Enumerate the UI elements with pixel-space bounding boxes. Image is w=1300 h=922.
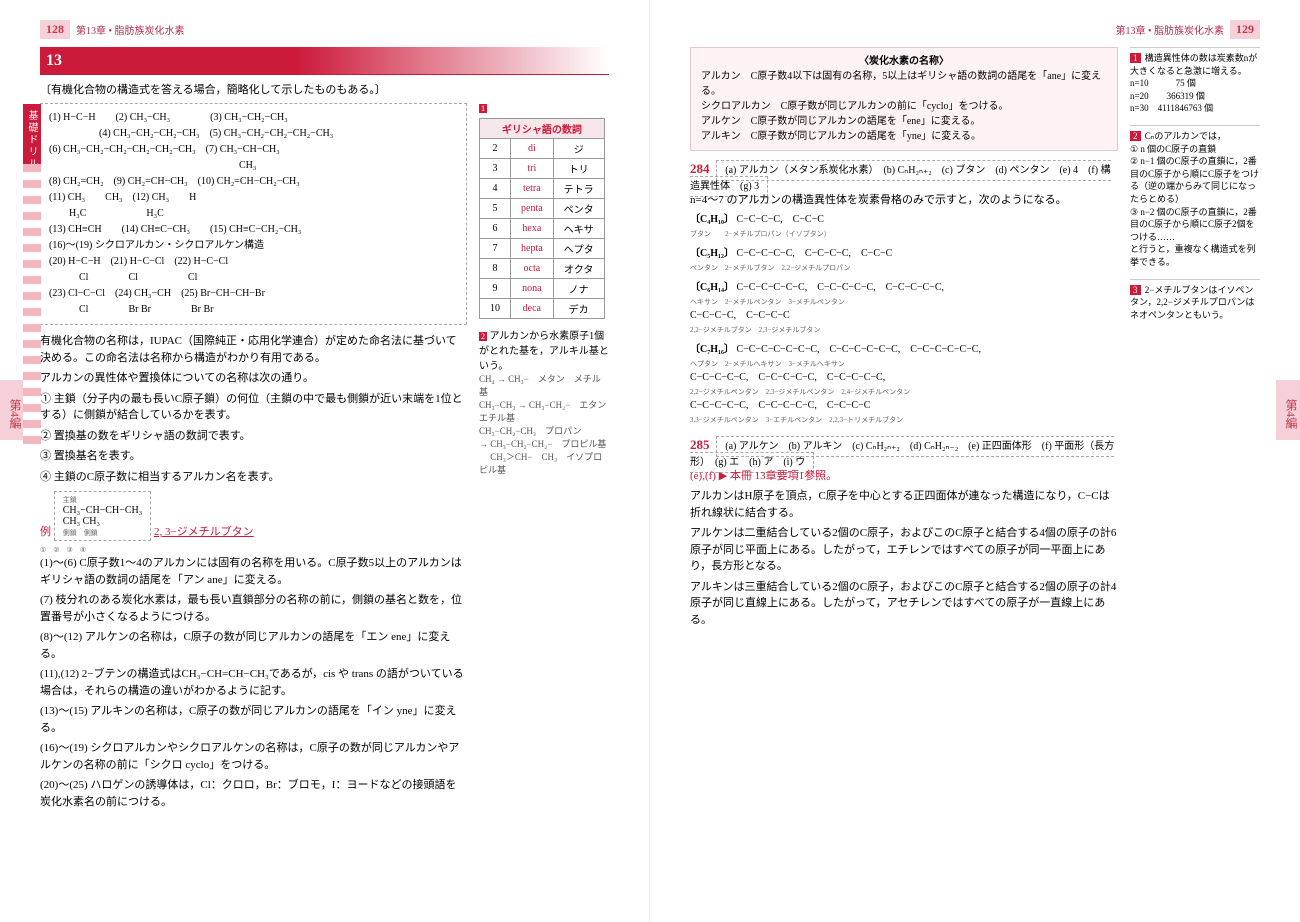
volume-tab-right: 第4編 — [1276, 380, 1300, 440]
isomer-list: 〔C₄H₁₀〕 C−C−C−C, C−C−Cブタン 2−メチルプロパン（イソブタ… — [690, 213, 1118, 427]
drill-line: (20) H−C−H (21) H−C−Cl (22) H−C−Cl — [49, 254, 458, 270]
drill-line: (13) CH≡CH (14) CH≡C−CH₃ (15) CH≡C−CH₂−C… — [49, 222, 458, 238]
page-header-right: 第13章 • 脂肪族炭化水素 129 — [690, 20, 1260, 39]
question-285: 285 (a) アルケン (b) アルキン (c) CₙH₂ₙ₊₂ (d) Cₙ… — [690, 437, 1118, 468]
page-129: 第4編 第13章 • 脂肪族炭化水素 129 〈炭化水素の名称〉 アルカン C原… — [650, 0, 1300, 922]
drill-line: Cl Br Br Br Br — [49, 302, 458, 318]
body-paragraph: ② 置換基の数をギリシャ語の数詞で表す。 — [40, 428, 467, 445]
body-paragraph: ④ 主鎖のC原子数に相当するアルカン名を表す。 — [40, 469, 467, 486]
chapter-label: 第13章 • 脂肪族炭化水素 — [76, 22, 185, 37]
drill-line: (23) Cl−C−Cl (24) CH₃−CH (25) Br−CH−CH−B… — [49, 286, 458, 302]
margin-note-1: 1 構造異性体の数は炭素数nが大きくなると急激に増える。 n=10 75 個 n… — [1130, 47, 1260, 115]
drill-line: (8) CH₂=CH₂ (9) CH₂=CH−CH₃ (10) CH₂=CH−C… — [49, 174, 458, 190]
example-row: 例 主鎖 CH₃−CH−CH−CH₃ CH₃ CH₃ 側鎖 側鎖 2, 3−ジメ… — [40, 489, 467, 555]
naming-line: シクロアルカン C原子数が同じアルカンの前に「cyclo」をつける。 — [701, 99, 1107, 114]
q-number: 284 — [690, 161, 710, 176]
greek-numerals-table: ギリシャ語の数詞 2diジ 3triトリ 4tetraテトラ 5pentaペンタ… — [479, 118, 605, 319]
radical-line: → CH₃−CH₂−CH₂− プロピル基 — [479, 437, 609, 450]
rule-text: (13)〜(15) アルキンの名称は，C原子の数が同じアルカンの語尾を「イン y… — [40, 703, 467, 736]
page-header-left: 128 第13章 • 脂肪族炭化水素 — [40, 20, 609, 39]
body-paragraph: ① 主鎖（分子内の最も長いC原子鎖）の何位（主鎖の中で最も側鎖が近い末端を1位と… — [40, 391, 467, 424]
drill-line: (16)〜(19) シクロアルカン・シクロアルケン構造 — [49, 238, 458, 254]
naming-line: アルキン C原子数が同じアルカンの語尾を「yne」に変える。 — [701, 129, 1107, 144]
greek-header: ギリシャ語の数詞 — [480, 119, 605, 139]
margin-note-3: 3 2−メチルブタンはイソペンタン，2,2−ジメチルプロパンはネオペンタンともい… — [1130, 279, 1260, 322]
naming-line: アルケン C原子数が同じアルカンの語尾を「ene」に変える。 — [701, 114, 1107, 129]
chapter-label: 第13章 • 脂肪族炭化水素 — [1115, 22, 1224, 37]
radical-line: CH₄ → CH₃− メタン メチル基 — [479, 372, 609, 398]
drill-line: (11) CH₃ CH₃ (12) CH₃ H — [49, 190, 458, 206]
drill-line: (6) CH₃−CH₂−CH₂−CH₂−CH₂−CH₃ (7) CH₃−CH−C… — [49, 142, 458, 158]
rule-text: (11),(12) 2−ブテンの構造式はCH₃−CH=CH−CH₃であるが，ci… — [40, 666, 467, 699]
q284-lead: n=4〜7 のアルカンの構造異性体を炭素骨格のみで示すと，次のようになる。 — [690, 192, 1118, 209]
drill-line: (1) H−C−H (2) CH₃−CH₃ (3) CH₃−CH₂−CH₃ — [49, 110, 458, 126]
radical-line: CH₃−CH₃ → CH₃−CH₂− エタン エチル基 — [479, 398, 609, 424]
drill-line: Cl Cl Cl — [49, 270, 458, 286]
rule-text: (7) 枝分れのある炭化水素は，最も長い直鎖部分の名称の前に，側鎖の基名と数を，… — [40, 592, 467, 625]
radical-line: CH₃＞CH− CH₃ イソプロピル基 — [479, 450, 609, 476]
page-number: 129 — [1230, 20, 1260, 39]
margin-note-1-num: 1 — [479, 104, 487, 113]
drill-box: 基礎ドリル (1) H−C−H (2) CH₃−CH₃ (3) CH₃−CH₂−… — [40, 103, 467, 325]
margin-note-2-text: アルカンから水素原子1個がとれた基を，アルキル基という。 — [479, 331, 609, 372]
question-284: 284 (a) アルカン（メタン系炭化水素） (b) CₙH₂ₙ₊₂ (c) ブ… — [690, 161, 1118, 192]
checker-pattern — [23, 164, 41, 444]
section-banner: 13 脂肪族炭化水素 — [40, 47, 609, 75]
rule-text: (1)〜(6) C原子数1〜4のアルカンには固有の名称を用いる。C原子数5以上の… — [40, 555, 467, 588]
naming-line: アルカン C原子数4以下は固有の名称，5以上はギリシャ語の数詞の語尾を「ane」… — [701, 69, 1107, 99]
margin-note-2: 2 Cₙのアルカンでは， ① n 個のC原子の直鎖 ② n−1 個のC原子の直鎖… — [1130, 125, 1260, 269]
q285-body: アルカンはH原子を頂点，C原子を中心とする正四面体が連なった構造になり，C−Cは… — [690, 488, 1118, 521]
radical-line: CH₃−CH₂−CH₃ プロパン — [479, 424, 609, 437]
drill-line: H₃C H₃C — [49, 206, 458, 222]
drill-line: (4) CH₃−CH₂−CH₂−CH₃ (5) CH₃−CH₂−CH₂−CH₂−… — [49, 126, 458, 142]
page-number: 128 — [40, 20, 70, 39]
q285-body: アルキンは三重結合している2個のC原子，およびこのC原子と結合する2個の原子の計… — [690, 579, 1118, 629]
section-title: 脂肪族炭化水素 — [72, 48, 198, 74]
rule-text: (20)〜(25) ハロゲンの誘導体は，Cl：クロロ，Br：ブロモ，I：ヨードな… — [40, 777, 467, 810]
naming-rules-box: 〈炭化水素の名称〉 アルカン C原子数4以下は固有の名称，5以上はギリシャ語の数… — [690, 47, 1118, 151]
q285-ref: (e),(f) ▶ 本冊 13章要項1参照。 — [690, 468, 1118, 485]
rule-text: (8)〜(12) アルケンの名称は，C原子の数が同じアルカンの語尾を「エン en… — [40, 629, 467, 662]
drill-line: CH₃ — [49, 158, 458, 174]
example-formula: 主鎖 CH₃−CH−CH−CH₃ CH₃ CH₃ 側鎖 側鎖 — [54, 491, 151, 541]
q-number: 285 — [690, 437, 710, 452]
naming-title: 〈炭化水素の名称〉 — [701, 54, 1107, 69]
body-paragraph: アルカンの異性体や置換体についての名称は次の通り。 — [40, 370, 467, 387]
volume-tab-left: 第4編 — [0, 380, 24, 440]
section-number: 13 — [40, 50, 68, 72]
page-128: 第4編 128 第13章 • 脂肪族炭化水素 13 脂肪族炭化水素 〔有機化合物… — [0, 0, 650, 922]
instruction-text: 〔有機化合物の構造式を答える場合，簡略化して示したものもある。〕 — [40, 81, 609, 97]
q285-body: アルケンは二重結合している2個のC原子，およびこのC原子と結合する4個の原子の計… — [690, 525, 1118, 575]
body-paragraph: ③ 置換基名を表す。 — [40, 448, 467, 465]
example-label: 例 — [40, 526, 51, 538]
margin-note-2-num: 2 — [479, 332, 487, 341]
rule-text: (16)〜(19) シクロアルカンやシクロアルケンの名称は，C原子の数が同じアル… — [40, 740, 467, 773]
body-paragraph: 有機化合物の名称は，IUPAC（国際純正・応用化学連合）が定めた命名法に基づいて… — [40, 333, 467, 366]
